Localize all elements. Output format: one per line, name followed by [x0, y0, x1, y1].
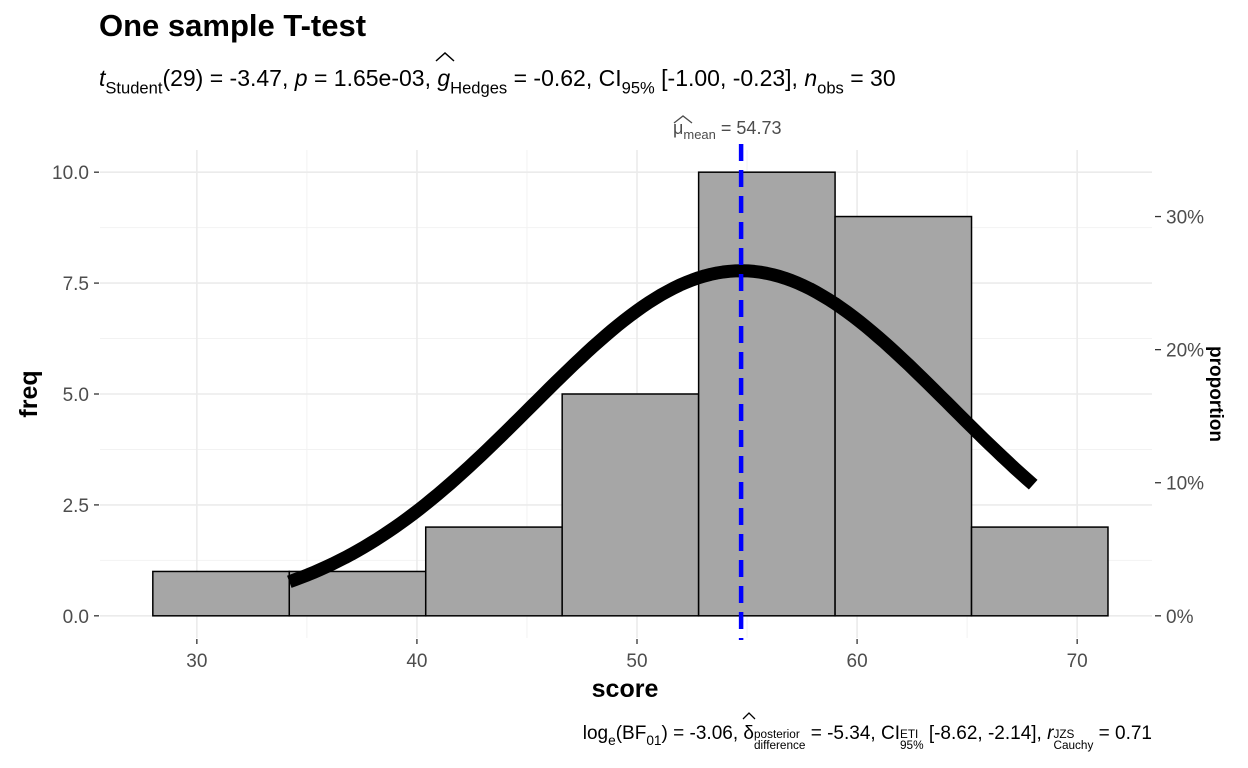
delta-hat-icon	[742, 712, 756, 720]
x-tick-label: 70	[1067, 651, 1088, 672]
x-tick-label: 50	[626, 651, 647, 672]
histogram-bar-4	[561, 393, 700, 617]
mean-value: = 54.73	[716, 118, 782, 138]
y-tick-label: 2.5	[63, 496, 89, 517]
mean-hat-icon	[673, 115, 693, 124]
right-tick-label: 30%	[1166, 208, 1204, 229]
n-symbol: n	[804, 65, 818, 91]
n-subscript: obs	[817, 78, 844, 98]
ci-subscript: 95%	[621, 78, 655, 98]
axes: 0.0 2.5 5.0 7.5 10.0 30 40 50 60 70 0% 10% 20% 30%	[52, 163, 1204, 672]
delta-supsub: posterior difference	[753, 727, 806, 753]
x-tick-label: 60	[847, 651, 868, 672]
x-axis-title: score	[592, 675, 659, 703]
g-value: = -0.62, CI	[507, 65, 622, 91]
mean-subscript: mean	[683, 127, 716, 142]
delta-value: = -5.34, CI	[805, 723, 900, 744]
right-axis-title: proportion	[1205, 346, 1226, 442]
chart-caption: loge(BF01) = -3.06, δ posterior difference…	[582, 712, 1152, 759]
log-text: log	[582, 723, 609, 744]
chart-subtitle: tStudent(29) = -3.47, p = 1.65e-03, gHed…	[99, 52, 896, 108]
delta-subscript: difference	[753, 739, 806, 753]
histogram-bar-5	[697, 171, 836, 617]
ci-subscript: 95%	[899, 739, 924, 753]
histogram-bars	[152, 171, 1109, 617]
p-value: = 1.65e-03,	[307, 65, 438, 91]
n-value: = 30	[843, 65, 896, 91]
r-symbol: r	[1047, 723, 1054, 744]
t-symbol: t	[99, 65, 106, 91]
t-subscript: Student	[105, 78, 163, 98]
bf-value: ) = -3.06,	[661, 723, 744, 744]
normal-curve-line	[287, 264, 1038, 588]
y-tick-label: 7.5	[63, 274, 89, 295]
histogram-bar-1	[152, 570, 291, 617]
svg-text:μmean = 54.73: μmean = 54.73	[673, 118, 781, 142]
y-tick-label: 5.0	[63, 385, 89, 406]
g-symbol: g	[435, 52, 455, 98]
x-tick-label: 40	[406, 651, 427, 672]
right-tick-label: 0%	[1166, 607, 1194, 628]
p-symbol: p	[294, 65, 308, 91]
bf-text: (BF	[615, 723, 647, 744]
histogram-bar-6	[834, 215, 973, 617]
normal-curve	[287, 264, 1038, 588]
right-tick-label: 10%	[1166, 474, 1204, 495]
delta-superscript: posterior	[753, 727, 800, 741]
ci-value: [-8.62, -2.14],	[923, 723, 1048, 744]
histogram-bar-7	[970, 526, 1109, 617]
ci-supsub: ETI 95%	[899, 727, 924, 753]
x-tick-label: 30	[186, 651, 207, 672]
hat-icon	[435, 52, 455, 62]
g-subscript: Hedges	[450, 78, 508, 98]
chart-title: One sample T-test	[99, 8, 367, 43]
delta-symbol: δ	[742, 712, 756, 752]
right-tick-label: 20%	[1166, 341, 1204, 362]
mean-mu: μ	[673, 118, 683, 138]
r-value: = 0.71	[1093, 723, 1152, 744]
r-superscript: JZS	[1053, 727, 1075, 741]
ci-superscript: ETI	[899, 727, 919, 741]
bf-subscript: 01	[646, 733, 662, 749]
mean-label: μmean = 54.73	[673, 115, 781, 142]
y-tick-label: 0.0	[63, 607, 89, 628]
histogram-bar-3	[424, 526, 563, 617]
y-axis-title: freq	[15, 370, 43, 417]
r-supsub: JZS Cauchy	[1053, 727, 1094, 753]
log-subscript: e	[608, 733, 616, 749]
y-tick-label: 10.0	[52, 163, 89, 184]
t-statistic: (29) = -3.47,	[162, 65, 295, 91]
ci-value: [-1.00, -0.23],	[654, 65, 805, 91]
r-subscript: Cauchy	[1053, 739, 1094, 753]
